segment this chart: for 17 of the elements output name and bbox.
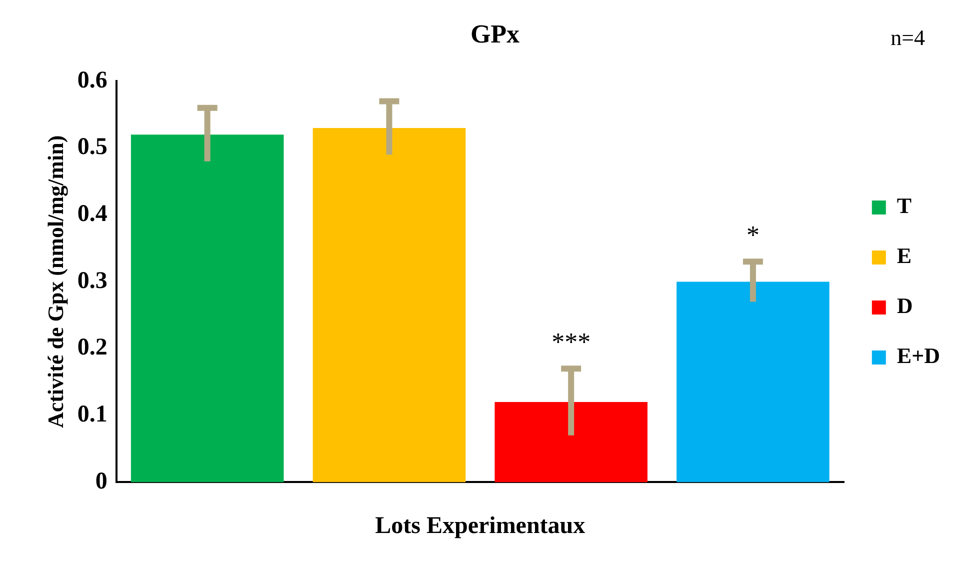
y-axis-title: Activité de Gpx (nmol/mg/min) bbox=[42, 135, 68, 428]
legend-label: E bbox=[896, 243, 912, 268]
legend-label: T bbox=[896, 193, 912, 218]
y-tick-label: 0.6 bbox=[77, 67, 108, 94]
y-tick-label: 0.2 bbox=[77, 334, 108, 361]
y-tick-label: 0.1 bbox=[77, 402, 108, 428]
data-label: * bbox=[746, 220, 760, 250]
y-tick-label: 0 bbox=[95, 468, 108, 494]
y-tick-label: 0.5 bbox=[77, 134, 108, 160]
y-tick-label: 0.4 bbox=[77, 201, 108, 228]
chart-title: GPx bbox=[470, 19, 520, 48]
x-axis-title: Lots Experimentaux bbox=[375, 512, 586, 539]
data-label: *** bbox=[552, 327, 591, 356]
legend-label: D bbox=[896, 293, 913, 318]
text: n=4 bbox=[890, 24, 925, 50]
legend-label: E+D bbox=[896, 343, 940, 368]
y-tick-label: 0.3 bbox=[77, 268, 108, 294]
